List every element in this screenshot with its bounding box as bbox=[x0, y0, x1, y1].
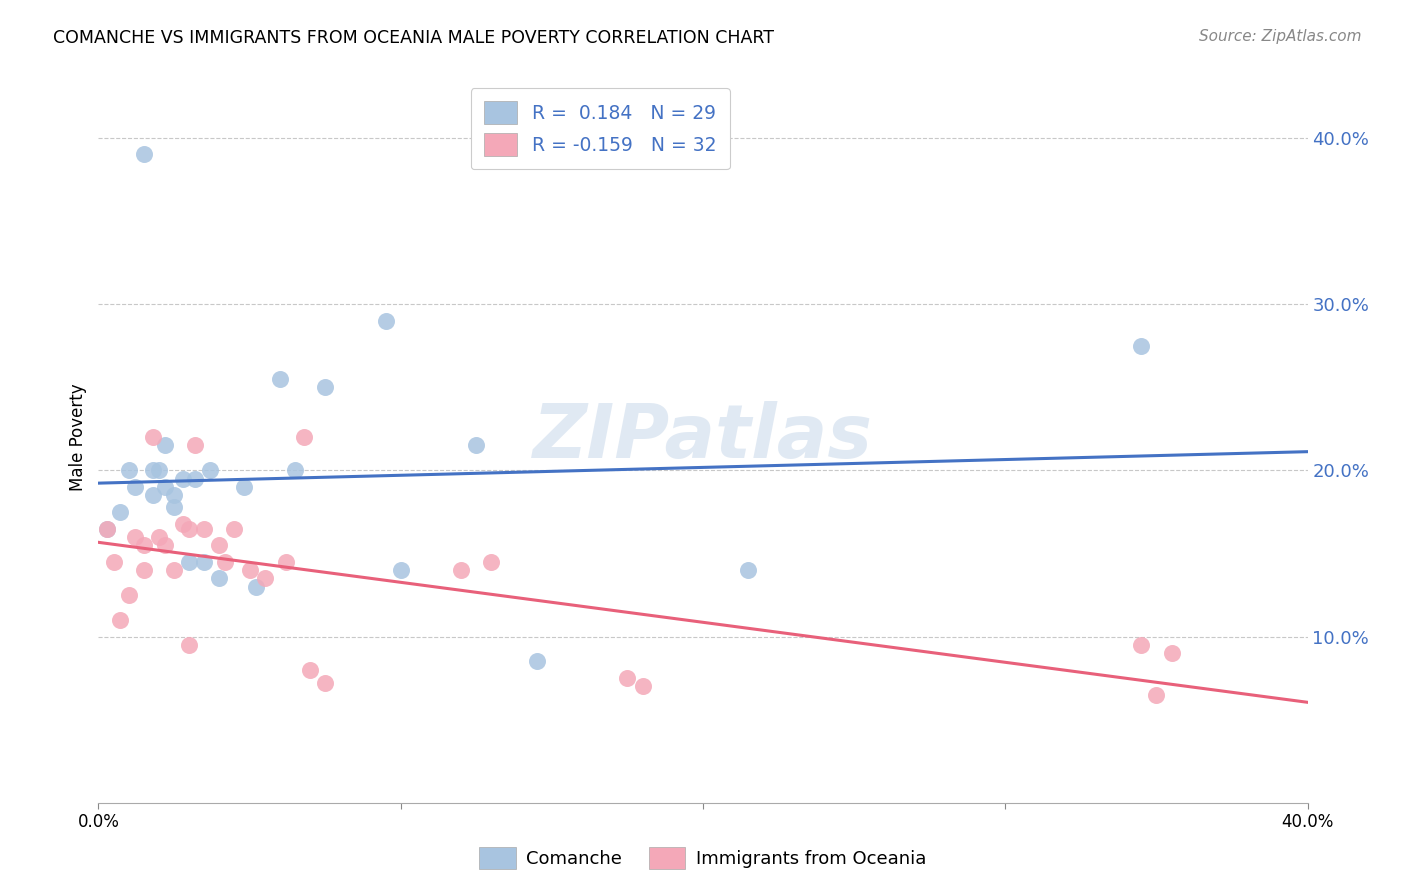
Point bbox=[737, 563, 759, 577]
Point bbox=[124, 530, 146, 544]
Point bbox=[132, 538, 155, 552]
Point bbox=[526, 655, 548, 669]
Point bbox=[96, 521, 118, 535]
Point bbox=[1130, 338, 1153, 352]
Point bbox=[314, 676, 336, 690]
Point bbox=[132, 563, 155, 577]
Point bbox=[172, 472, 194, 486]
Text: Source: ZipAtlas.com: Source: ZipAtlas.com bbox=[1198, 29, 1361, 44]
Point bbox=[284, 463, 307, 477]
Point bbox=[163, 488, 186, 502]
Point bbox=[200, 463, 222, 477]
Point bbox=[232, 480, 254, 494]
Point bbox=[450, 563, 472, 577]
Point bbox=[208, 571, 231, 585]
Point bbox=[314, 380, 336, 394]
Y-axis label: Male Poverty: Male Poverty bbox=[69, 384, 87, 491]
Point bbox=[118, 463, 141, 477]
Point bbox=[108, 613, 131, 627]
Point bbox=[108, 505, 131, 519]
Point bbox=[184, 472, 207, 486]
Point bbox=[616, 671, 638, 685]
Point bbox=[142, 463, 165, 477]
Point bbox=[253, 571, 276, 585]
Point bbox=[163, 500, 186, 514]
Point bbox=[299, 663, 322, 677]
Point bbox=[193, 555, 215, 569]
Point bbox=[1160, 646, 1182, 660]
Legend: Comanche, Immigrants from Oceania: Comanche, Immigrants from Oceania bbox=[472, 839, 934, 876]
Point bbox=[274, 555, 297, 569]
Point bbox=[142, 488, 165, 502]
Point bbox=[179, 521, 201, 535]
Legend: R =  0.184   N = 29, R = -0.159   N = 32: R = 0.184 N = 29, R = -0.159 N = 32 bbox=[471, 88, 730, 169]
Point bbox=[208, 538, 231, 552]
Point bbox=[132, 147, 155, 161]
Point bbox=[269, 372, 291, 386]
Point bbox=[374, 314, 396, 328]
Point bbox=[148, 530, 170, 544]
Point bbox=[172, 516, 194, 531]
Point bbox=[163, 563, 186, 577]
Point bbox=[124, 480, 146, 494]
Point bbox=[465, 438, 488, 452]
Point bbox=[96, 521, 118, 535]
Point bbox=[179, 638, 201, 652]
Point bbox=[631, 680, 654, 694]
Point bbox=[142, 430, 165, 444]
Point bbox=[224, 521, 246, 535]
Point bbox=[1144, 688, 1167, 702]
Point bbox=[118, 588, 141, 602]
Point bbox=[193, 521, 215, 535]
Text: ZIPatlas: ZIPatlas bbox=[533, 401, 873, 474]
Point bbox=[153, 480, 176, 494]
Point bbox=[292, 430, 315, 444]
Point bbox=[389, 563, 412, 577]
Point bbox=[184, 438, 207, 452]
Point bbox=[239, 563, 262, 577]
Point bbox=[153, 438, 176, 452]
Text: COMANCHE VS IMMIGRANTS FROM OCEANIA MALE POVERTY CORRELATION CHART: COMANCHE VS IMMIGRANTS FROM OCEANIA MALE… bbox=[53, 29, 775, 46]
Point bbox=[214, 555, 236, 569]
Point bbox=[245, 580, 267, 594]
Point bbox=[481, 555, 503, 569]
Point bbox=[103, 555, 125, 569]
Point bbox=[1130, 638, 1153, 652]
Point bbox=[153, 538, 176, 552]
Point bbox=[179, 555, 201, 569]
Point bbox=[148, 463, 170, 477]
